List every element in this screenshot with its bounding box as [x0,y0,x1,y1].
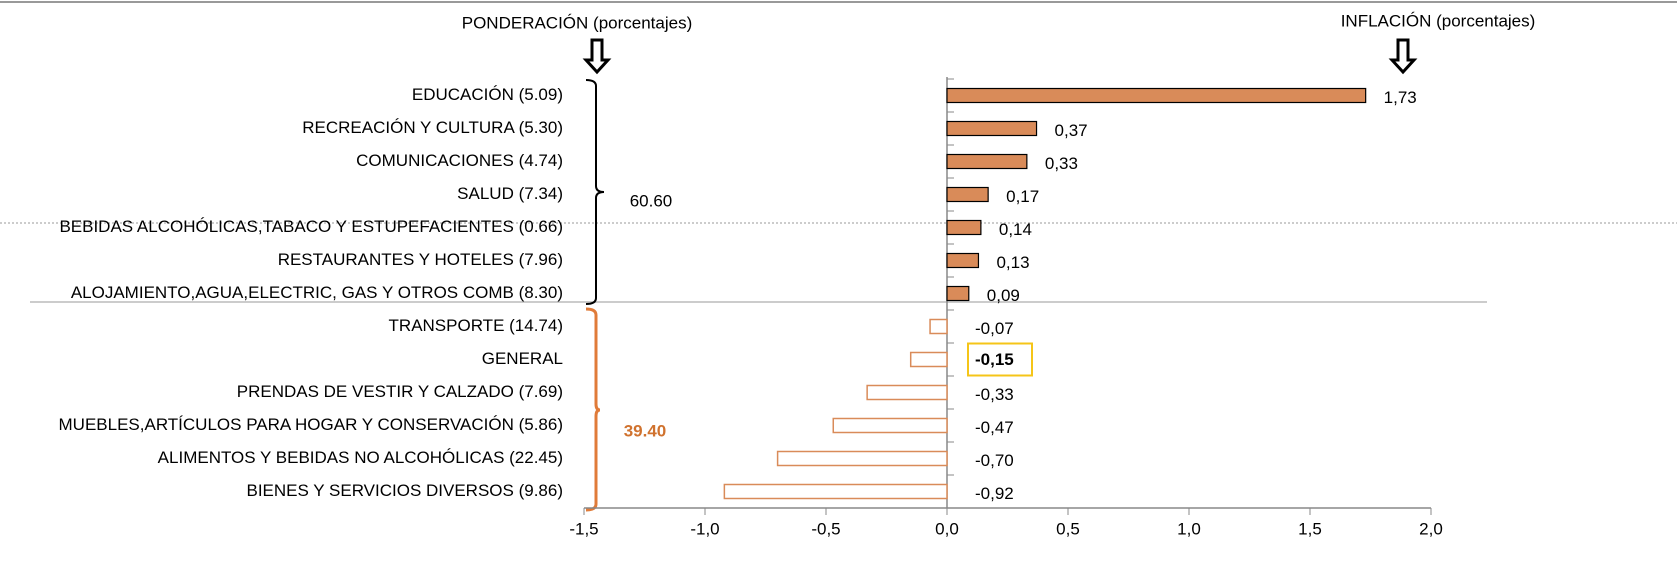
bar [909,351,948,368]
value-label: -0,07 [975,319,1014,338]
x-tick-label: 2,0 [1419,519,1443,538]
bar [723,483,948,500]
category-label: COMUNICACIONES (4.74) [356,151,563,170]
value-label: -0,92 [975,484,1014,503]
bar [946,285,970,302]
x-tick-label: -0,5 [811,519,840,538]
category-label: GENERAL [482,349,563,368]
bar [946,252,980,269]
value-label: 0,09 [987,286,1020,305]
right-annotation: INFLACIÓN (porcentajes) [1341,11,1536,30]
value-label: 0,37 [1055,121,1088,140]
bar [929,318,948,335]
value-label: -0,15 [975,350,1014,369]
bar [776,450,948,467]
arrow [582,38,612,75]
category-label: RECREACIÓN Y CULTURA (5.30) [302,118,563,137]
x-tick-label: -1,5 [569,519,598,538]
category-label: PRENDAS DE VESTIR Y CALZADO (7.69) [237,382,563,401]
value-label: 0,33 [1045,154,1078,173]
bar [946,219,982,236]
bar [946,87,1367,104]
category-label: MUEBLES,ARTÍCULOS PARA HOGAR Y CONSERVAC… [59,415,563,434]
weight-annotation: 60.60 [630,191,673,210]
x-tick-label: 0,0 [935,519,959,538]
left-annotation: PONDERACIÓN (porcentajes) [462,13,693,32]
value-label: 1,73 [1384,88,1417,107]
value-label: 0,13 [996,253,1029,272]
x-tick-label: 1,5 [1298,519,1322,538]
category-label: EDUCACIÓN (5.09) [412,85,563,104]
category-label: SALUD (7.34) [457,184,563,203]
bar [946,153,1028,170]
bracket [585,79,605,305]
value-label: -0,33 [975,385,1014,404]
highlight-box [967,342,1033,377]
category-label: BIENES Y SERVICIOS DIVERSOS (9.86) [246,481,563,500]
value-label: -0,47 [975,418,1014,437]
category-label: ALOJAMIENTO,AGUA,ELECTRIC, GAS Y OTROS C… [71,283,563,302]
bracket [585,307,601,512]
value-label: 0,14 [999,220,1032,239]
x-tick-label: 1,0 [1177,519,1201,538]
category-label: ALIMENTOS Y BEBIDAS NO ALCOHÓLICAS (22.4… [158,448,563,467]
arrow [1388,38,1418,75]
bar [866,384,948,401]
category-label: BEBIDAS ALCOHÓLICAS,TABACO Y ESTUPEFACIE… [59,217,563,236]
category-label: TRANSPORTE (14.74) [389,316,563,335]
category-label: RESTAURANTES Y HOTELES (7.96) [278,250,563,269]
weight-annotation: 39.40 [624,421,667,440]
bar [946,186,989,203]
value-label: 0,17 [1006,187,1039,206]
bar [946,120,1038,137]
x-tick-label: -1,0 [690,519,719,538]
value-label: -0,70 [975,451,1014,470]
bar [832,417,948,434]
x-tick-label: 0,5 [1056,519,1080,538]
